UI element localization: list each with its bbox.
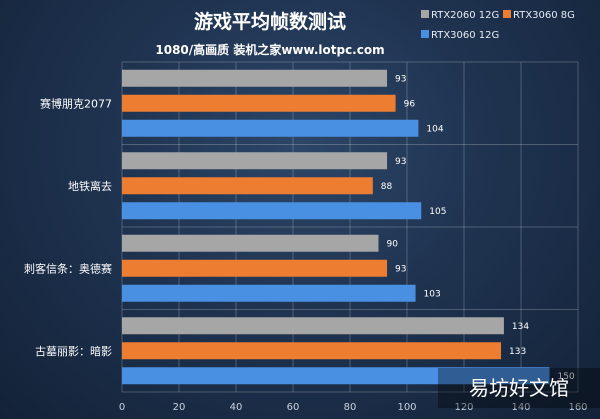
data-label: 104 — [426, 124, 443, 134]
bar — [122, 202, 422, 220]
x-tick-label: 160 — [568, 402, 587, 413]
data-label: 93 — [395, 157, 406, 167]
chart-title: 游戏平均帧数测试 — [194, 10, 346, 33]
x-tick-label: 0 — [119, 402, 125, 413]
watermark-background — [438, 368, 600, 408]
bar — [122, 119, 419, 137]
watermark-text: 易坊好文馆 — [469, 376, 569, 400]
data-label: 133 — [509, 347, 526, 357]
bars: 93 96 104 93 88 105 90 93 103 134 133 150 — [122, 69, 575, 385]
bar — [122, 177, 373, 195]
data-label: 88 — [381, 182, 393, 192]
category-label: 古墓丽影：暗影 — [35, 344, 112, 358]
bar — [122, 234, 379, 252]
bar — [122, 342, 502, 360]
legend-swatch — [503, 10, 511, 18]
bar — [122, 317, 504, 335]
bar — [122, 367, 550, 385]
chart-subtitle: 1080/高画质 装机之家www.lotpc.com — [155, 42, 384, 57]
legend: RTX2060 12G RTX3060 8G RTX3060 12G — [421, 10, 575, 41]
x-tick-label: 60 — [287, 402, 300, 413]
category-label: 地铁离去 — [68, 179, 112, 193]
x-tick-label: 120 — [454, 402, 473, 413]
data-label: 93 — [395, 74, 406, 84]
bar — [122, 284, 416, 302]
bar — [122, 259, 388, 277]
legend-swatch — [421, 10, 429, 18]
x-tick-labels: 0 20 40 60 80 100 120 140 160 — [119, 402, 588, 413]
data-label: 105 — [429, 207, 446, 217]
x-tick-label: 20 — [173, 402, 186, 413]
legend-swatch — [421, 30, 429, 38]
data-label: 150 — [558, 372, 575, 382]
watermark: 易坊好文馆 — [438, 368, 600, 408]
data-label: 96 — [404, 99, 416, 109]
x-tick-label: 140 — [511, 402, 530, 413]
legend-label: RTX2060 12G — [431, 10, 499, 21]
x-tick-label: 80 — [344, 402, 357, 413]
x-tick-label: 100 — [397, 402, 416, 413]
category-label: 刺客信条：奥德赛 — [24, 261, 112, 275]
bar — [122, 69, 388, 87]
bar — [122, 152, 388, 170]
data-label: 134 — [512, 322, 529, 332]
grid — [121, 61, 579, 393]
data-label: 93 — [395, 264, 406, 274]
x-tick-label: 40 — [230, 402, 243, 413]
bar — [122, 94, 396, 112]
legend-label: RTX3060 8G — [513, 10, 575, 21]
legend-label: RTX3060 12G — [431, 30, 499, 41]
data-label: 103 — [424, 289, 441, 299]
data-label: 90 — [387, 239, 399, 249]
category-label: 赛博朋克2077 — [40, 96, 112, 110]
